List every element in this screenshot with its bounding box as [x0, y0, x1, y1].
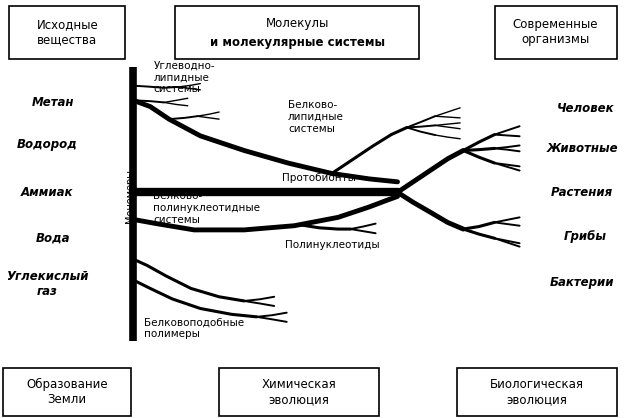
Text: Человек: Человек: [557, 102, 614, 115]
Text: Протобионты: Протобионты: [282, 173, 356, 183]
Text: Исходные
вещества: Исходные вещества: [36, 18, 98, 46]
Text: Вода: Вода: [36, 232, 71, 245]
Text: Растения: Растения: [551, 186, 613, 199]
Text: и молекулярные системы: и молекулярные системы: [210, 36, 385, 49]
FancyBboxPatch shape: [3, 368, 131, 416]
Text: Молекулы: Молекулы: [265, 17, 329, 30]
Text: Химическая
эволюция: Химическая эволюция: [262, 378, 336, 406]
Text: Аммиак: Аммиак: [21, 186, 73, 199]
Text: Белково-
липидные
системы: Белково- липидные системы: [288, 100, 344, 134]
FancyBboxPatch shape: [9, 6, 125, 59]
Text: Углекислый
газ: Углекислый газ: [6, 270, 88, 298]
FancyBboxPatch shape: [457, 368, 617, 416]
Text: Биологическая
эволюция: Биологическая эволюция: [490, 378, 584, 406]
Text: Углеводно-
липидные
системы: Углеводно- липидные системы: [153, 61, 215, 94]
Text: Современные
организмы: Современные организмы: [513, 18, 598, 46]
Text: Образование
Земли: Образование Земли: [26, 378, 108, 406]
Text: Белковоподобные
полимеры: Белковоподобные полимеры: [144, 317, 244, 339]
Text: Грибы: Грибы: [564, 229, 607, 243]
Text: Водород: Водород: [16, 138, 78, 151]
Text: Бактерии: Бактерии: [550, 275, 615, 289]
FancyBboxPatch shape: [219, 368, 379, 416]
Text: Полинуклеотиды: Полинуклеотиды: [285, 240, 379, 250]
Text: Мономеры: Мономеры: [125, 169, 135, 224]
Text: Метан: Метан: [32, 96, 74, 109]
FancyBboxPatch shape: [495, 6, 617, 59]
Text: Белково-: Белково-: [153, 191, 203, 201]
Text: полинуклеотидные
системы: полинуклеотидные системы: [153, 203, 260, 225]
Text: Животные: Животные: [546, 142, 618, 155]
FancyBboxPatch shape: [175, 6, 419, 59]
